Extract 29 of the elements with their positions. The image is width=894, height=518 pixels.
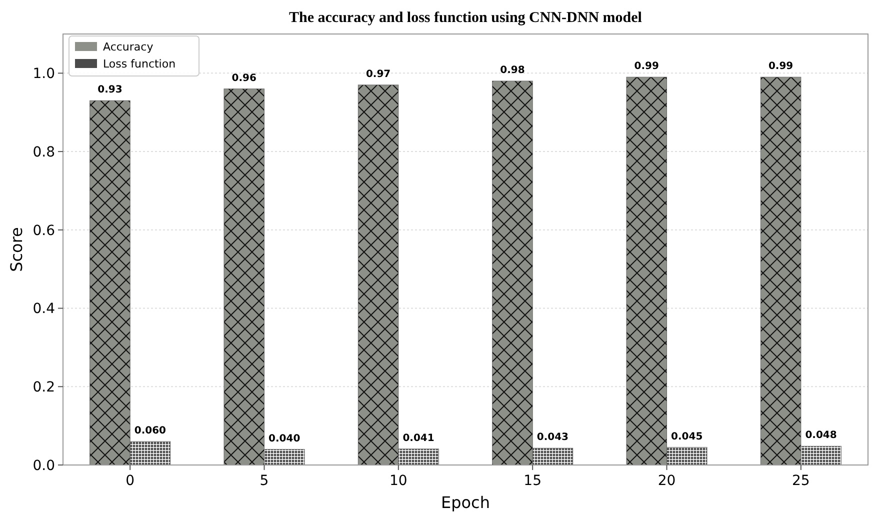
data-label: 0.99 <box>768 61 794 72</box>
data-label: 0.041 <box>402 432 434 444</box>
data-label: 0.98 <box>500 65 525 76</box>
x-tick-label: 0 <box>126 473 135 489</box>
data-label: 0.060 <box>134 425 166 436</box>
data-label: 0.93 <box>98 84 122 96</box>
data-label: 0.97 <box>366 68 391 80</box>
data-label: 0.040 <box>268 433 300 444</box>
data-label: 0.99 <box>634 61 659 72</box>
y-tick-label: 0.2 <box>32 380 55 396</box>
data-label: 0.045 <box>671 431 703 442</box>
chart-title: The accuracy and loss function using CNN-DNN model <box>289 10 642 26</box>
x-tick-label: 25 <box>792 473 810 489</box>
legend-label: Loss function <box>103 57 176 70</box>
x-tick-label: 15 <box>524 473 542 489</box>
y-axis-title: Score <box>7 227 26 272</box>
y-tick-label: 0.8 <box>32 144 55 160</box>
data-label: 0.043 <box>536 432 569 444</box>
legend-label: Accuracy <box>103 40 154 54</box>
y-tick-label: 1.0 <box>32 66 55 82</box>
x-tick-label: 10 <box>390 473 408 489</box>
y-tick-label: 0.4 <box>32 301 56 318</box>
x-tick-label: 5 <box>260 473 269 489</box>
data-label: 0.96 <box>232 72 256 84</box>
x-axis-title: Epoch <box>441 493 490 512</box>
y-tick-label: 0.6 <box>32 222 56 239</box>
data-label: 0.048 <box>805 430 837 442</box>
y-tick-label: 0.0 <box>32 458 55 474</box>
x-tick-label: 20 <box>658 473 676 489</box>
